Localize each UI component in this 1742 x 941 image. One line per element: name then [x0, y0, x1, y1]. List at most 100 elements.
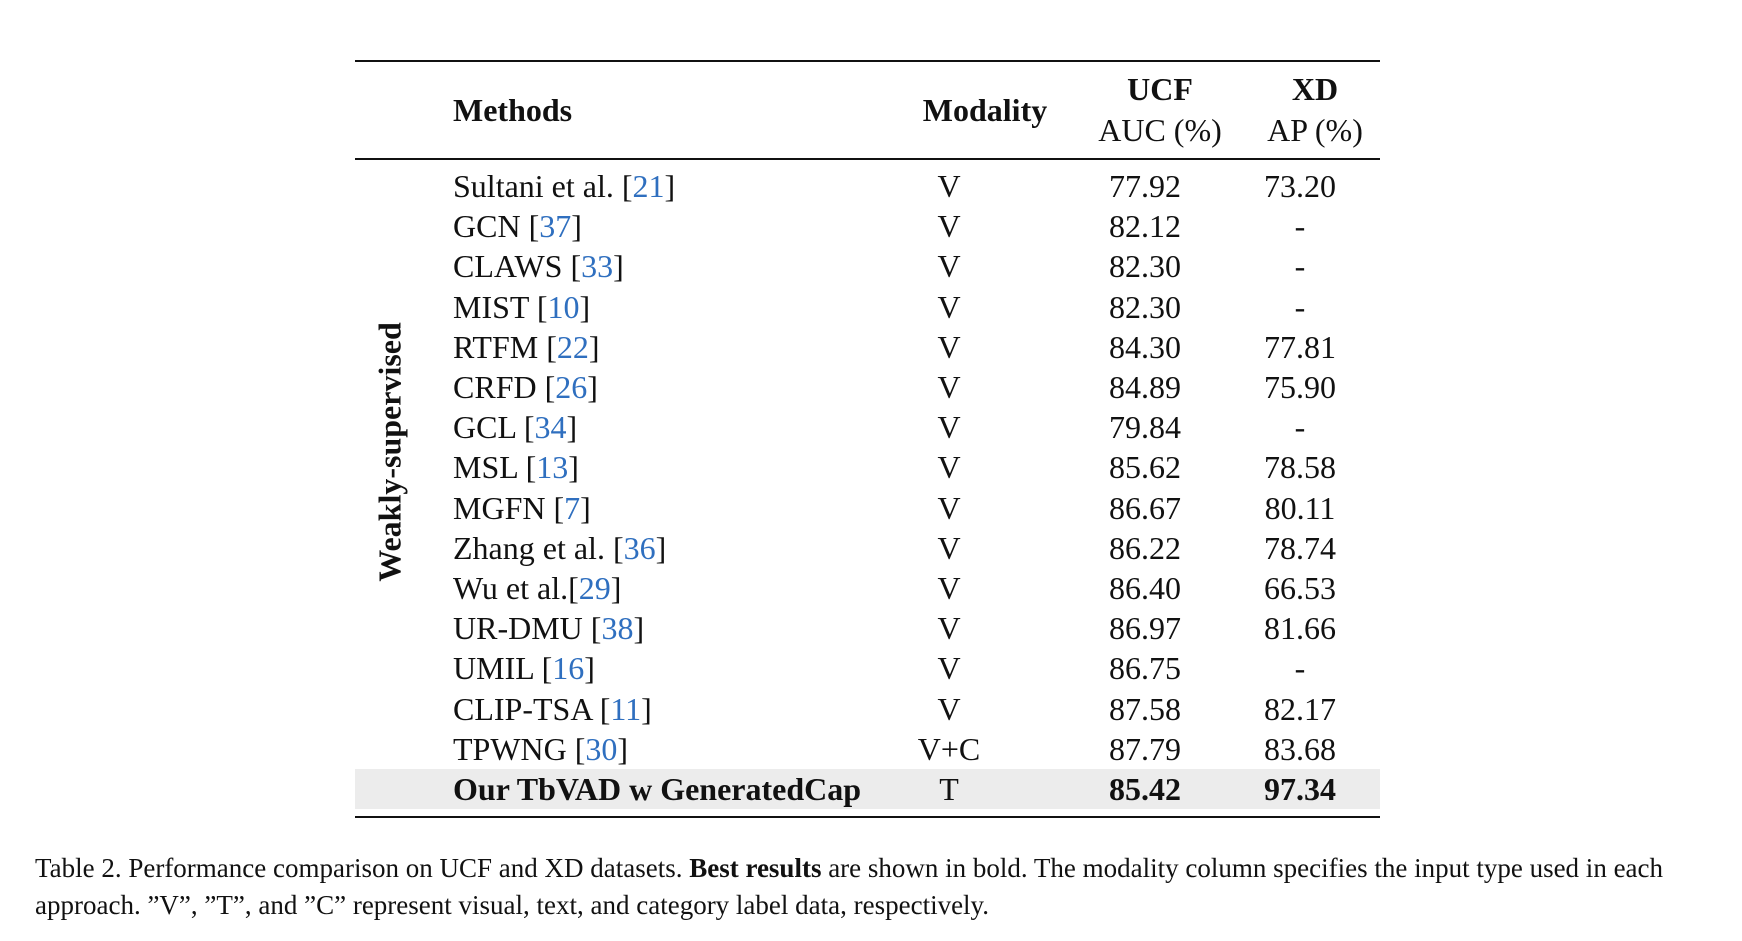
citation-link[interactable]: 36	[623, 530, 656, 566]
method-name: TPWNG [30]	[453, 731, 629, 767]
citation-link[interactable]: 30	[585, 731, 618, 767]
citation-link[interactable]: 7	[564, 490, 581, 526]
header-xd-metric: AP (%)	[1267, 112, 1363, 148]
modality-value: V	[937, 409, 961, 445]
modality-value: V	[937, 329, 961, 365]
modality-value: V	[937, 530, 961, 566]
table-row: CLAWS [33] V 82.30 -	[355, 246, 1380, 286]
method-name: GCL [34]	[453, 409, 578, 445]
ucf-auc-value: 84.30	[1109, 329, 1181, 365]
method-label: CRFD	[453, 369, 545, 405]
modality-value: V	[937, 449, 961, 485]
caption-bold: Best results	[689, 853, 822, 883]
citation-link[interactable]: 13	[536, 449, 569, 485]
xd-ap-value: 66.53	[1264, 570, 1336, 606]
method-name: CRFD [26]	[453, 369, 598, 405]
xd-ap-value: 77.81	[1264, 329, 1336, 365]
xd-ap-value: -	[1294, 208, 1306, 244]
citation-link[interactable]: 11	[610, 691, 642, 727]
ucf-auc-value: 86.22	[1109, 530, 1181, 566]
modality-value: V	[937, 248, 961, 284]
method-label: GCN	[453, 208, 529, 244]
xd-ap-value: 73.20	[1264, 168, 1336, 204]
table-row: UR-DMU [38] V 86.97 81.66	[355, 608, 1380, 648]
method-label: CLIP-TSA	[453, 691, 600, 727]
caption-suffix: are shown in bold. The modality column s…	[35, 853, 1664, 920]
xd-ap-value: -	[1294, 248, 1306, 284]
table-caption: Table 2. Performance comparison on UCF a…	[35, 850, 1715, 924]
method-name: MGFN [7]	[453, 490, 591, 526]
modality-value: V	[937, 369, 961, 405]
citation-link[interactable]: 26	[555, 369, 588, 405]
xd-ap-value: 75.90	[1264, 369, 1336, 405]
xd-ap-value: 83.68	[1264, 731, 1336, 767]
method-label: GCL	[453, 409, 524, 445]
xd-ap-value: 82.17	[1264, 691, 1336, 727]
ucf-auc-value: 82.30	[1109, 289, 1181, 325]
citation-link[interactable]: 37	[539, 208, 572, 244]
modality-value: V	[937, 691, 961, 727]
header-methods: Methods	[453, 92, 573, 128]
ucf-auc-value: 82.30	[1109, 248, 1181, 284]
xd-ap-value: -	[1294, 289, 1306, 325]
citation-link[interactable]: 22	[556, 329, 589, 365]
citation-link[interactable]: 21	[632, 168, 665, 204]
citation-link[interactable]: 38	[601, 610, 634, 646]
table-row-ours: Our TbVAD w GeneratedCap T 85.42 97.34	[355, 769, 1380, 809]
table-row: MSL [13] V 85.62 78.58	[355, 447, 1380, 487]
method-label: TPWNG	[453, 731, 575, 767]
method-name: GCN [37]	[453, 208, 582, 244]
header-ucf-metric: AUC (%)	[1098, 112, 1222, 148]
modality-value: V	[937, 650, 961, 686]
ucf-auc-value: 87.58	[1109, 691, 1181, 727]
ucf-auc-value: 77.92	[1109, 168, 1181, 204]
table-row: MIST [10] V 82.30 -	[355, 287, 1380, 327]
citation-link[interactable]: 34	[534, 409, 567, 445]
citation-link[interactable]: 10	[547, 289, 580, 325]
method-name: UR-DMU [38]	[453, 610, 645, 646]
table-top-rule	[355, 60, 1380, 62]
xd-ap-value: -	[1294, 650, 1306, 686]
method-name: Wu et al.[29]	[453, 570, 622, 606]
method-name: Our TbVAD w GeneratedCap	[453, 771, 862, 807]
table-row: TPWNG [30] V+C 87.79 83.68	[355, 729, 1380, 769]
method-name: Zhang et al. [36]	[453, 530, 667, 566]
table-row: Zhang et al. [36] V 86.22 78.74	[355, 528, 1380, 568]
modality-value: T	[939, 771, 959, 807]
ucf-auc-value: 86.67	[1109, 490, 1181, 526]
citation-link[interactable]: 33	[581, 248, 614, 284]
modality-value: V	[937, 610, 961, 646]
method-label: MSL	[453, 449, 526, 485]
method-label: CLAWS	[453, 248, 571, 284]
xd-ap-value: 97.34	[1264, 771, 1336, 807]
table-header-rule	[355, 158, 1380, 160]
ucf-auc-value: 85.62	[1109, 449, 1181, 485]
ucf-auc-value: 86.75	[1109, 650, 1181, 686]
method-name: MIST [10]	[453, 289, 591, 325]
modality-value: V	[937, 289, 961, 325]
modality-value: V	[937, 570, 961, 606]
ucf-auc-value: 85.42	[1109, 771, 1181, 807]
method-name: RTFM [22]	[453, 329, 600, 365]
table-row: MGFN [7] V 86.67 80.11	[355, 488, 1380, 528]
table-row: CRFD [26] V 84.89 75.90	[355, 367, 1380, 407]
modality-value: V	[937, 490, 961, 526]
xd-ap-value: 81.66	[1264, 610, 1336, 646]
modality-value: V	[937, 208, 961, 244]
modality-value: V	[937, 168, 961, 204]
citation-link[interactable]: 29	[578, 570, 611, 606]
ucf-auc-value: 79.84	[1109, 409, 1181, 445]
citation-link[interactable]: 16	[552, 650, 585, 686]
table-row: RTFM [22] V 84.30 77.81	[355, 327, 1380, 367]
method-label: Sultani et al.	[453, 168, 622, 204]
method-name: CLIP-TSA [11]	[453, 691, 652, 727]
ucf-auc-value: 86.97	[1109, 610, 1181, 646]
xd-ap-value: 78.58	[1264, 449, 1336, 485]
method-label: UMIL	[453, 650, 542, 686]
method-name: MSL [13]	[453, 449, 579, 485]
table-row: GCL [34] V 79.84 -	[355, 407, 1380, 447]
method-label: Wu et al.	[453, 570, 569, 606]
xd-ap-value: -	[1294, 409, 1306, 445]
xd-ap-value: 80.11	[1264, 490, 1336, 526]
xd-ap-value: 78.74	[1264, 530, 1336, 566]
